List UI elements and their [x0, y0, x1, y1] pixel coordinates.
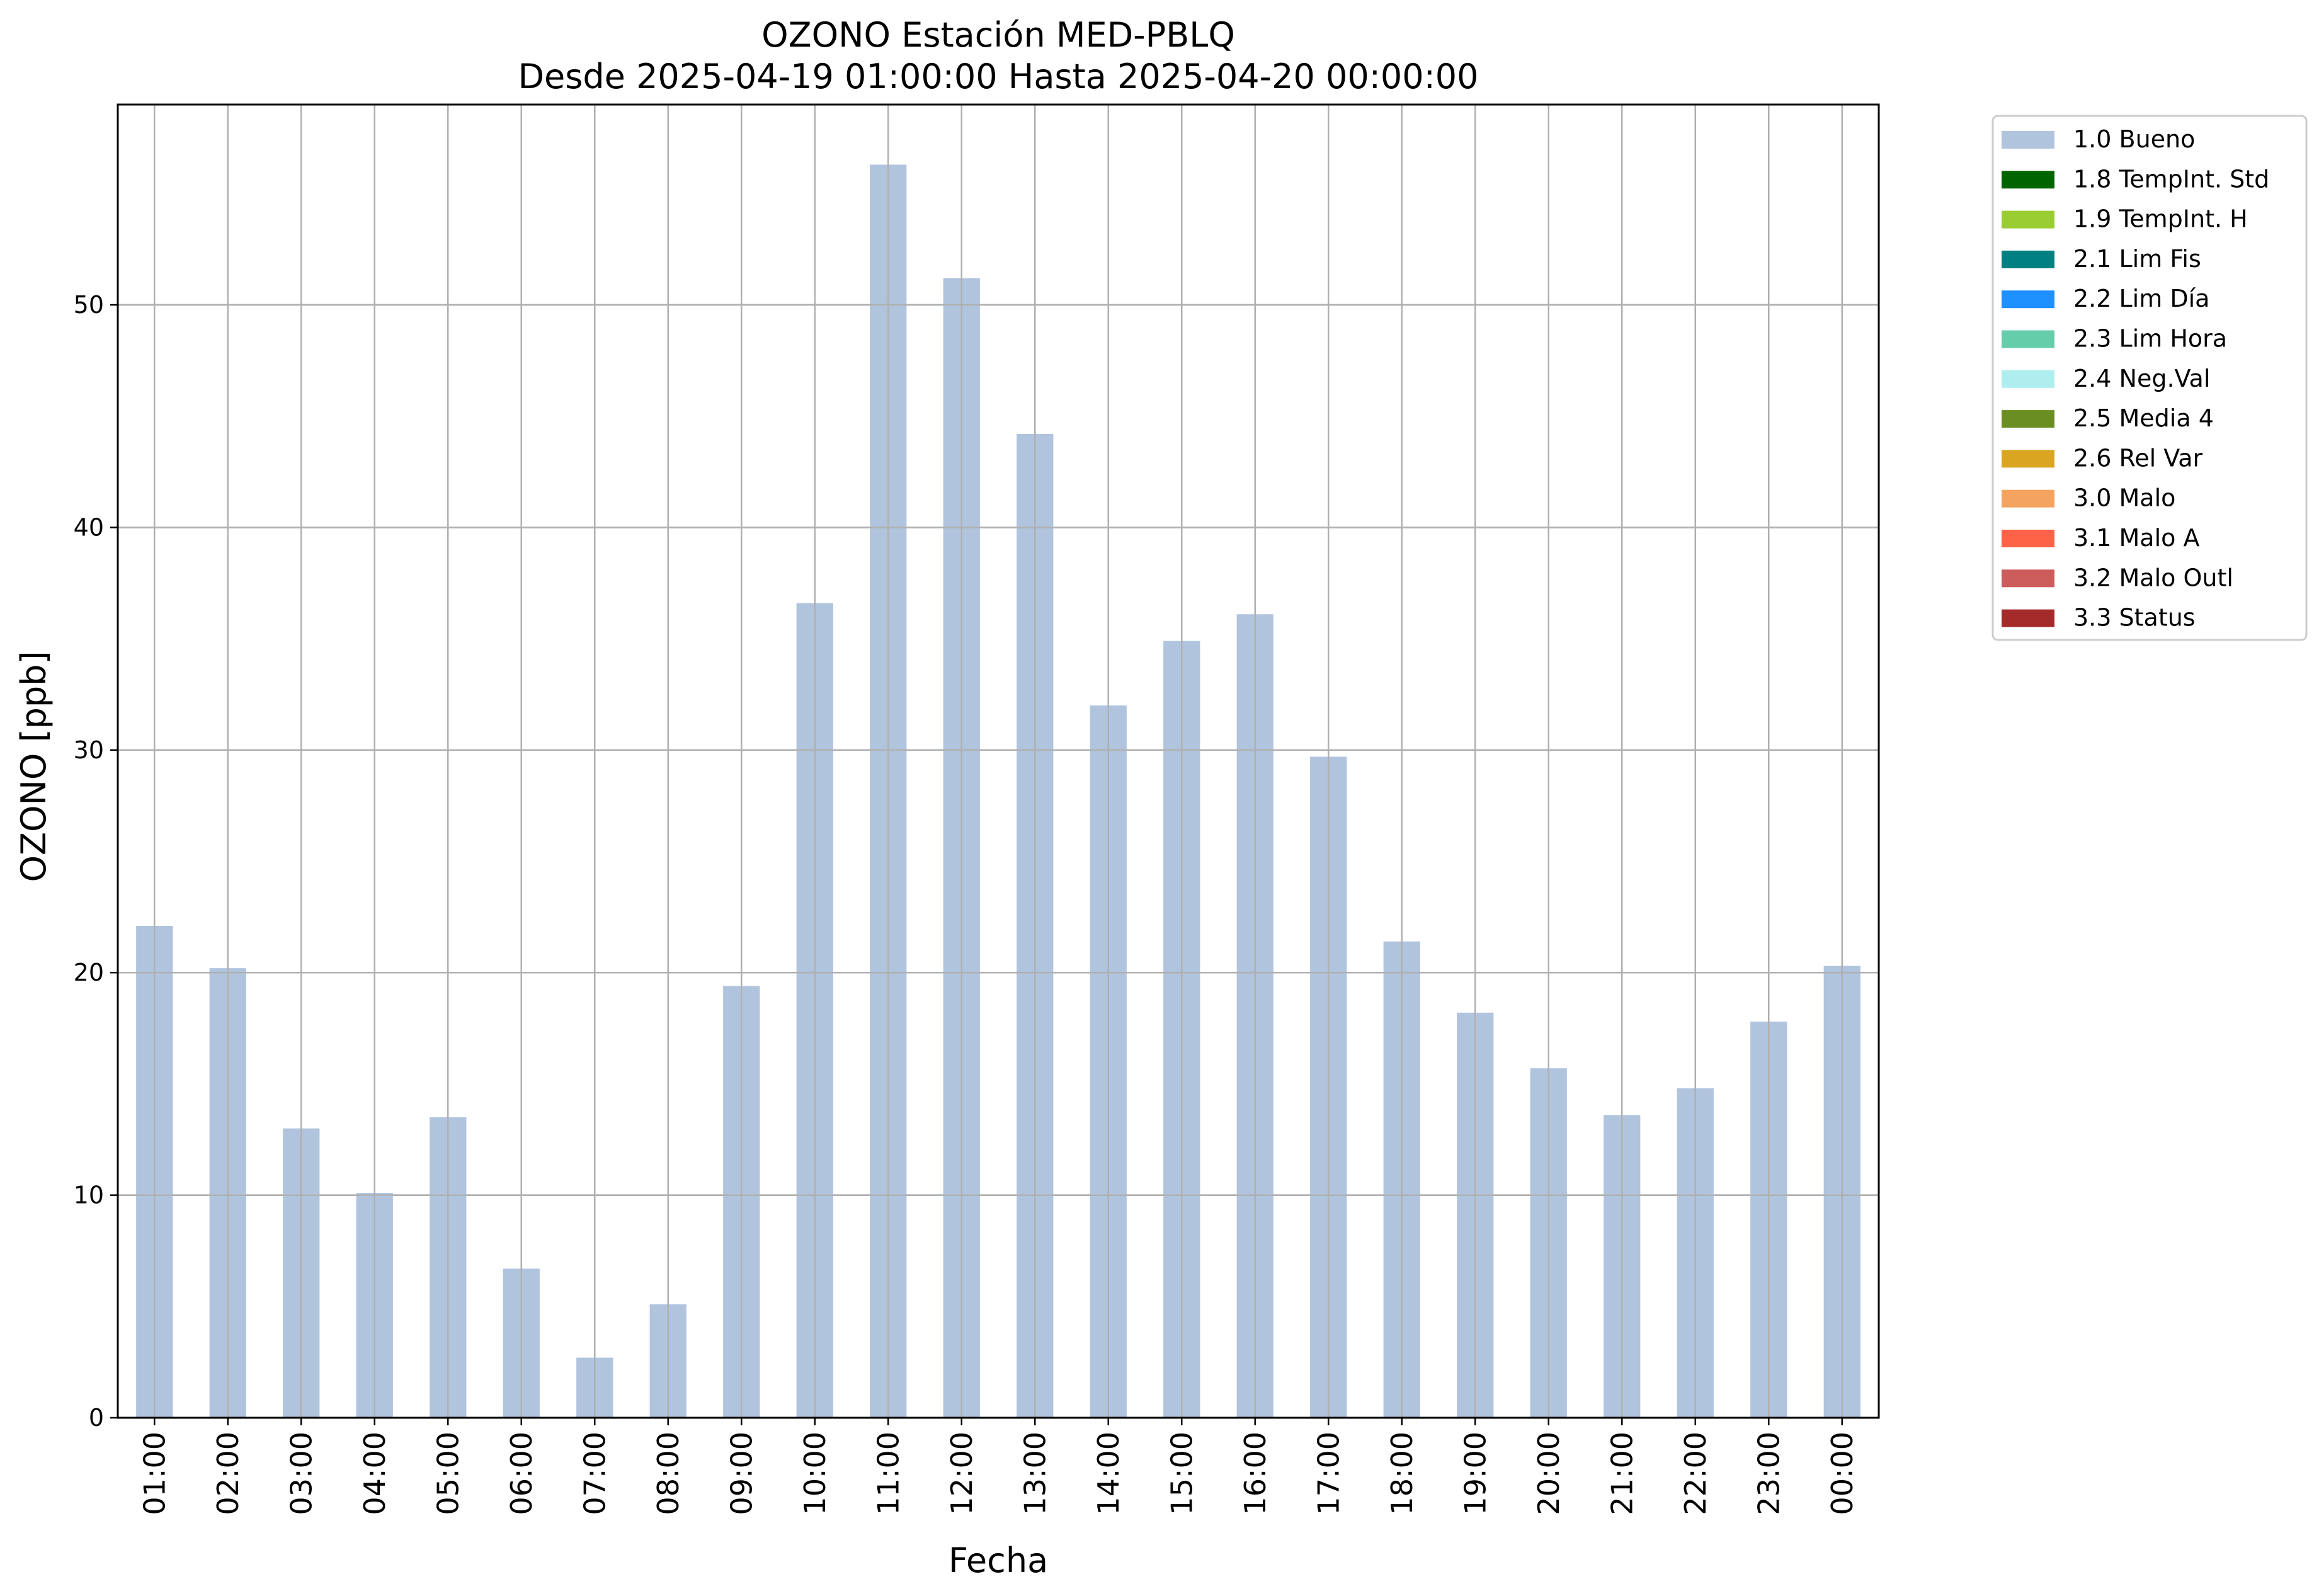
legend-swatch — [2002, 290, 2054, 309]
legend-swatch — [2002, 131, 2054, 149]
x-tick-label: 21:00 — [1605, 1432, 1639, 1515]
x-tick-label: 19:00 — [1458, 1432, 1492, 1515]
legend-swatch — [2002, 171, 2054, 189]
bars — [118, 105, 1879, 1419]
y-tick-label: 40 — [74, 513, 104, 541]
x-tick-label: 02:00 — [211, 1432, 245, 1515]
x-tick-label: 06:00 — [504, 1432, 538, 1515]
legend-label: 2.5 Media 4 — [2073, 404, 2214, 432]
x-tick-label: 11:00 — [871, 1432, 905, 1515]
legend-label: 2.6 Rel Var — [2073, 444, 2203, 472]
legend-swatch — [2002, 370, 2054, 388]
legend-swatch — [2002, 609, 2054, 627]
x-tick-label: 23:00 — [1752, 1432, 1786, 1515]
chart-title: OZONO Estación MED-PBLQ — [761, 15, 1235, 55]
legend-swatch — [2002, 330, 2054, 348]
legend-swatch — [2002, 569, 2054, 588]
legend-label: 1.9 TempInt. H — [2073, 205, 2248, 233]
x-tick-label: 07:00 — [578, 1432, 612, 1515]
legend-label: 2.4 Neg.Val — [2073, 365, 2210, 392]
y-tick-label: 20 — [74, 959, 104, 986]
x-tick-label: 08:00 — [651, 1432, 685, 1515]
legend-swatch — [2002, 210, 2054, 229]
x-tick-label: 12:00 — [945, 1432, 979, 1515]
y-tick-label: 30 — [74, 736, 104, 764]
x-tick-label: 14:00 — [1091, 1432, 1125, 1515]
legend-label: 3.3 Status — [2073, 604, 2196, 632]
x-tick-label: 13:00 — [1018, 1432, 1052, 1515]
chart-subtitle: Desde 2025-04-19 01:00:00 Hasta 2025-04-… — [518, 57, 1478, 96]
x-tick-label: 18:00 — [1385, 1432, 1419, 1515]
ticks: 0 10 20 30 40 50 01:00 02:00 03:00 04:00 05:00 06:0… — [74, 291, 1859, 1515]
legend-swatch — [2002, 530, 2054, 547]
legend-frame — [1991, 115, 2308, 641]
legend-swatch — [2002, 450, 2054, 468]
legend-label: 3.0 Malo — [2073, 484, 2175, 512]
x-axis-label: Fecha — [949, 1541, 1048, 1580]
x-tick-label: 03:00 — [284, 1432, 318, 1515]
x-tick-label: 01:00 — [137, 1432, 171, 1515]
legend-label: 1.8 TempInt. Std — [2073, 165, 2269, 193]
y-tick-label: 0 — [89, 1404, 104, 1432]
x-tick-label: 10:00 — [798, 1432, 832, 1515]
legend-label: 2.2 Lim Día — [2073, 285, 2209, 312]
legend-label: 1.0 Bueno — [2073, 125, 2195, 153]
x-tick-label: 09:00 — [724, 1432, 758, 1515]
x-tick-label: 00:00 — [1825, 1432, 1859, 1515]
legend: 1.0 Bueno 1.8 TempInt. Std 1.9 TempInt. H 2… — [1991, 115, 2308, 641]
plot-frame — [117, 103, 1880, 1419]
legend-swatch — [2002, 410, 2054, 428]
x-tick-label: 20:00 — [1532, 1432, 1566, 1515]
x-tick-label: 05:00 — [431, 1432, 465, 1515]
legend-swatch — [2002, 489, 2054, 508]
x-tick-label: 15:00 — [1165, 1432, 1199, 1515]
y-tick-label: 10 — [74, 1182, 104, 1209]
legend-swatch — [2002, 250, 2054, 268]
legend-label: 3.2 Malo Outl — [2073, 564, 2233, 591]
y-axis-label: OZONO [ppb] — [14, 651, 54, 882]
legend-label: 3.1 Malo A — [2073, 524, 2199, 552]
legend-label: 2.3 Lim Hora — [2073, 325, 2227, 353]
y-tick-label: 50 — [74, 291, 104, 319]
x-tick-label: 04:00 — [358, 1432, 392, 1515]
x-tick-label: 22:00 — [1678, 1432, 1712, 1515]
x-tick-label: 16:00 — [1238, 1432, 1272, 1515]
x-tick-label: 17:00 — [1311, 1432, 1345, 1515]
legend-label: 2.1 Lim Fis — [2073, 245, 2201, 273]
